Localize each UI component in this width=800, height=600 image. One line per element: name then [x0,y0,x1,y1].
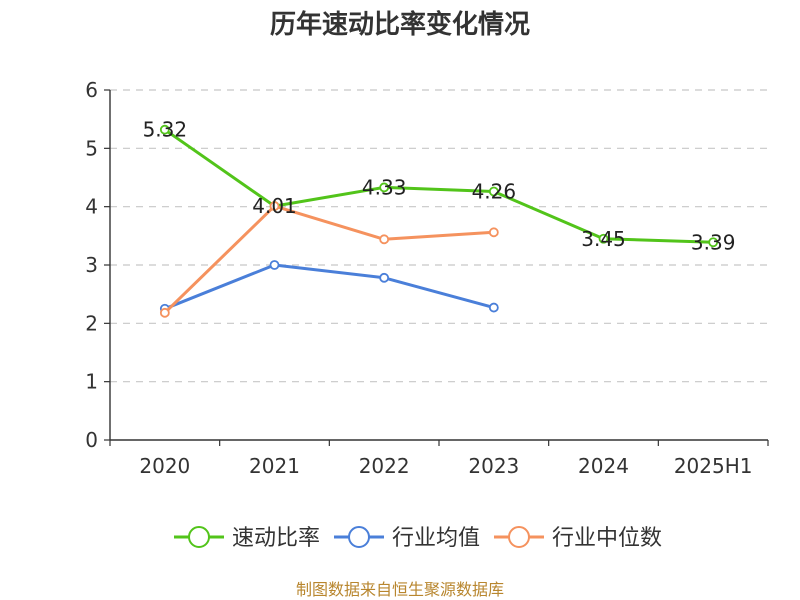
data-point[interactable] [708,237,719,248]
data-label: 5.32 [143,118,188,142]
x-tick-label: 2020 [139,454,190,478]
legend-item[interactable]: 行业均值 [334,526,480,551]
y-tick-label: 3 [85,253,98,277]
x-tick-label: 2024 [578,454,629,478]
data-point[interactable] [488,302,499,313]
data-point[interactable] [488,227,499,238]
data-point[interactable] [488,186,499,197]
series-group [159,124,719,318]
x-tick-label: 2023 [468,454,519,478]
data-label: 4.26 [472,180,517,204]
data-labels: 5.32 4.01 4.33 4.26 3.45 3.39 [143,118,736,255]
y-tick-label: 2 [85,311,98,335]
data-label: 3.45 [581,227,626,251]
data-point[interactable] [379,234,390,245]
x-tick-label: 2022 [359,454,410,478]
data-point[interactable] [269,201,280,211]
y-tick-label: 0 [85,428,98,452]
data-point[interactable] [379,182,390,193]
legend-marker [188,526,210,548]
grid-lines [110,89,768,383]
chart-title: 历年速动比率变化情况 [270,9,530,40]
data-point[interactable] [379,272,390,283]
data-label: 4.01 [252,194,297,218]
series-line [163,128,715,244]
x-tick-label: 2025H1 [674,454,753,478]
y-tick-label: 5 [85,136,98,160]
legend-label: 行业中位数 [552,526,662,551]
data-point[interactable] [159,124,170,135]
legend-label: 速动比率 [232,526,320,551]
y-tick-label: 6 [85,78,98,102]
legend-marker [508,526,530,548]
data-point[interactable] [598,233,609,244]
y-tick-label: 1 [85,370,98,394]
legend[interactable]: 速动比率 行业均值 行业中位数 [174,526,662,551]
legend-label: 行业均值 [392,526,480,551]
legend-item[interactable]: 速动比率 [174,526,320,551]
source-note: 制图数据来自恒生聚源数据库 [296,580,504,599]
data-label: 4.33 [362,175,407,199]
series-line [163,204,496,315]
data-point[interactable] [269,260,280,270]
legend-marker [348,526,370,548]
axes: 0 1 2 3 4 5 6 2020 2021 2022 2023 2024 2025H1 [85,78,769,478]
legend-item[interactable]: 行业中位数 [494,526,662,551]
y-tick-label: 4 [85,195,98,219]
series-line [163,263,496,311]
data-label: 3.39 [691,230,736,254]
data-point[interactable] [159,307,170,318]
x-tick-label: 2021 [249,454,300,478]
